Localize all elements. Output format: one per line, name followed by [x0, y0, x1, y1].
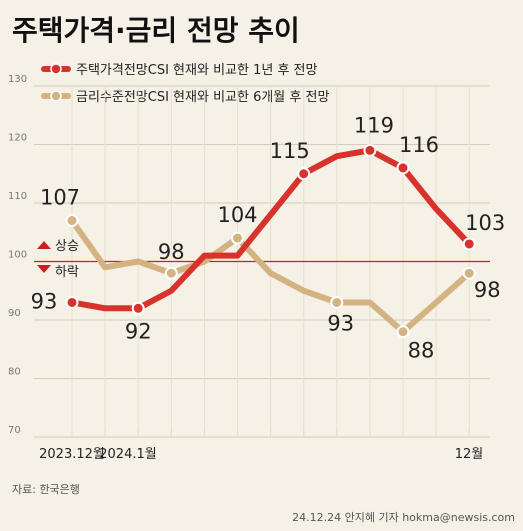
data-label: 116 [399, 133, 439, 157]
y-tick-label: 90 [8, 308, 21, 319]
y-tick-label: 80 [8, 367, 21, 378]
x-label-end: 12월 [455, 447, 484, 462]
y-tick-label: 70 [8, 425, 21, 436]
data-point [65, 295, 79, 309]
x-axis: 2023.12월 2024.1월 12월 [39, 447, 483, 462]
data-point [297, 167, 311, 181]
legend-marker-housing [50, 63, 62, 75]
chart-title: 주택가격·금리 전망 추이 [12, 14, 300, 47]
data-point [231, 231, 244, 245]
down-triangle-icon [37, 265, 51, 273]
y-tick-label: 110 [8, 191, 27, 202]
y-tick-label: 130 [8, 74, 27, 85]
series-layer [65, 143, 476, 339]
up-down-indicator: 상승 하락 [37, 239, 79, 280]
source-note: 자료: 한국은행 [12, 483, 80, 496]
data-label: 93 [327, 311, 354, 335]
data-label: 115 [270, 139, 310, 163]
data-label: 88 [408, 339, 435, 363]
legend: 주택가격전망CSI 현재와 비교한 1년 후 전망 금리수준전망CSI 현재와 … [41, 63, 329, 105]
legend-marker-rate [50, 90, 62, 102]
legend-label-housing: 주택가격전망CSI 현재와 비교한 1년 후 전망 [76, 63, 317, 78]
data-label: 98 [158, 240, 185, 264]
x-label-start: 2023.12월 [39, 447, 105, 462]
y-tick-label: 120 [8, 133, 27, 144]
data-point [396, 161, 410, 175]
data-label: 92 [125, 319, 152, 343]
credit-line: 24.12.24 안지혜 기자 hokma@newsis.com [292, 511, 515, 524]
data-point [131, 301, 145, 315]
data-label: 103 [465, 211, 505, 235]
down-label: 하락 [55, 265, 79, 280]
y-axis: 70 80 90 100 110 120 130 [8, 74, 27, 436]
legend-label-rate: 금리수준전망CSI 현재와 비교한 6개월 후 전망 [76, 90, 329, 105]
data-point [65, 214, 79, 228]
data-point [164, 266, 178, 280]
data-label: 98 [474, 278, 501, 302]
up-label: 상승 [55, 239, 79, 254]
data-label: 107 [40, 186, 80, 210]
y-tick-label: 100 [8, 250, 27, 261]
data-point [330, 295, 344, 309]
data-point [396, 325, 410, 339]
data-point [462, 237, 476, 251]
data-label: 93 [31, 289, 58, 313]
data-label: 104 [217, 203, 257, 227]
data-label: 119 [354, 113, 394, 137]
x-label-jan: 2024.1월 [99, 447, 156, 462]
data-point [363, 143, 377, 157]
data-point [462, 266, 476, 280]
up-triangle-icon [37, 241, 51, 249]
